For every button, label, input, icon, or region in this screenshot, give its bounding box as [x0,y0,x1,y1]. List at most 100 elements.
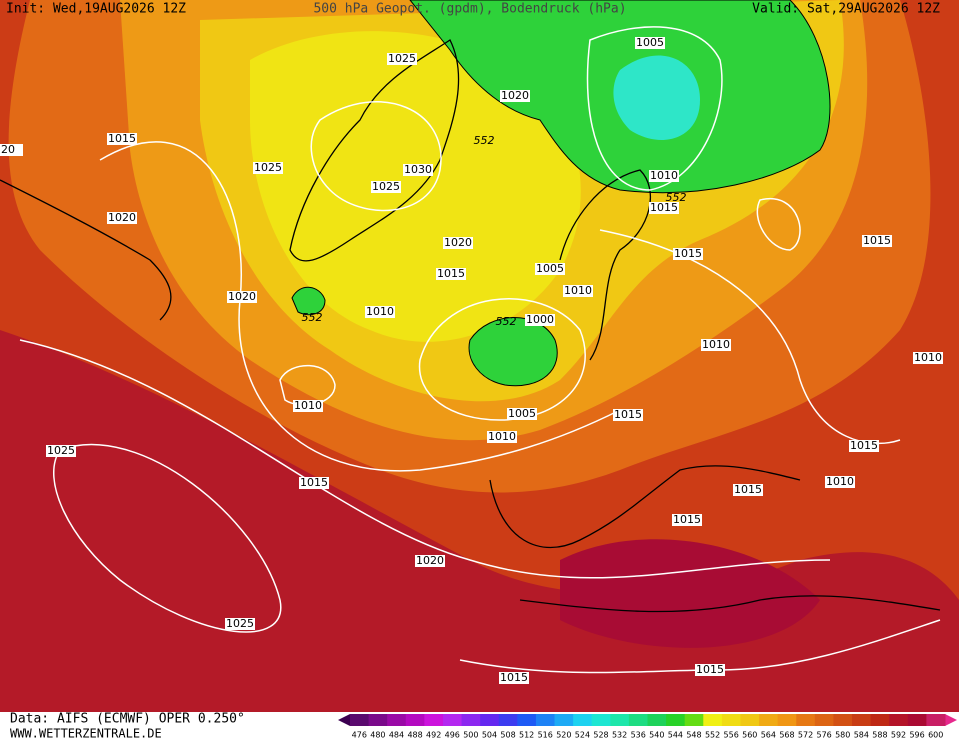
field-yellow [250,31,581,342]
colorbar-swatch [554,714,574,726]
colorbar-swatch [573,714,593,726]
colorbar-swatch [721,714,741,726]
field-green-small [291,286,326,316]
colorbar-label: 500 [463,731,478,740]
colorbar-label: 528 [593,731,608,740]
colorbar-label: 564 [761,731,776,740]
colorbar-label: 552 [705,731,720,740]
colorbar-end [338,714,350,726]
isobar [418,298,586,421]
colorbar-swatch [535,714,556,726]
isobar-label: 20 [1,143,15,156]
colorbar-label: 596 [909,731,924,740]
coastline [519,595,941,613]
isobar-label-bg [701,339,731,351]
coastline [0,179,172,321]
isobar-label: 1025 [388,52,416,65]
colorbar-swatch [442,714,463,726]
colorbar-swatch [461,714,481,726]
isobar-label: 1015 [673,513,701,526]
isobar [310,101,442,212]
geopotential-label: 552 [496,315,517,328]
isobar-label: 1020 [228,290,256,303]
colorbar-label: 584 [854,731,869,740]
isobar-label-bg [649,202,679,214]
isobar [19,339,831,579]
isobar-label: 1020 [108,211,136,224]
isobar-label: 1010 [702,338,730,351]
isobar-label: 1010 [366,305,394,318]
isobar-label-bg [371,181,401,193]
isobar-label-bg [673,248,703,260]
colorbar-swatch [814,714,834,726]
colorbar-swatch [907,714,927,726]
isobar-label-bg [299,477,329,489]
isobar-label-bg [695,664,725,676]
isobar-label-bg [227,291,257,303]
isobar-label-bg [862,235,892,247]
isobar-label-bg [253,162,283,174]
colorbar-swatch [647,714,667,726]
isobar-label-bg [293,400,323,412]
isobar-label: 1015 [650,201,678,214]
colorbar-swatch [777,714,797,726]
isobar-label-bg [443,237,473,249]
colorbar-swatch [610,714,630,726]
valid-text: Valid: Sat,29AUG2026 12Z [752,2,940,17]
isobar-label-bg [913,352,943,364]
isobar-label-bg [499,672,529,684]
isobar-label: 1005 [536,262,564,275]
isobar-label-bg [487,431,517,443]
isobar-label: 1025 [372,180,400,193]
colorbar-swatch [666,714,686,726]
isobar-label: 1030 [404,163,432,176]
colorbar-label: 516 [538,731,553,740]
colorbar-label: 488 [407,731,422,740]
isobar-label-bg [107,212,137,224]
colorbar-swatch [517,714,537,726]
field-green-cutoff [468,317,558,387]
isobar-label: 1025 [226,617,254,630]
isobar-label: 1005 [636,36,664,49]
colorbar-end [945,714,957,726]
colorbar-swatch [740,714,760,726]
colorbar-label: 544 [668,731,683,740]
isobar-label: 1020 [416,554,444,567]
colorbar-label: 504 [482,731,497,740]
isobar-label: 1025 [47,444,75,457]
isobar-label: 1010 [826,475,854,488]
isobar-label-bg [365,306,395,318]
isobar [53,443,282,633]
colorbar-label: 592 [891,731,906,740]
colorbar-swatch [833,714,853,726]
colorbar-label: 508 [500,731,515,740]
isobar-label-bg [649,170,679,182]
colorbar-label: 520 [556,731,571,740]
isobar-label: 1010 [914,351,942,364]
isobar-label-bg [563,285,593,297]
geopotential-label: 552 [666,191,687,204]
colorbar-label: 484 [389,731,404,740]
isobar-label: 1015 [734,483,762,496]
colorbar-label: 540 [649,731,664,740]
isobar-label-bg [613,409,643,421]
colorbar-label: 572 [798,731,813,740]
colorbar-swatch [405,714,425,726]
isobar-label: 1020 [444,236,472,249]
colorbar-swatch [926,714,946,726]
isobar-label: 1025 [254,161,282,174]
colorbar-swatch [870,714,890,726]
coastline [289,39,460,262]
isobar-label: 1015 [614,408,642,421]
isobar [99,141,621,472]
isobar-label-bg [635,37,665,49]
colorbar-swatch [759,714,779,726]
map-title: 500 hPa Geopot. (gpdm), Bodendruck (hPa) [313,2,626,17]
colorbar-label: 568 [779,731,794,740]
colorbar-label: 576 [817,731,832,740]
isobar-label: 1015 [850,439,878,452]
data-source: Data: AIFS (ECMWF) OPER 0.250° [10,712,245,727]
isobar-label: 1010 [564,284,592,297]
colorbar-swatch [684,714,704,726]
